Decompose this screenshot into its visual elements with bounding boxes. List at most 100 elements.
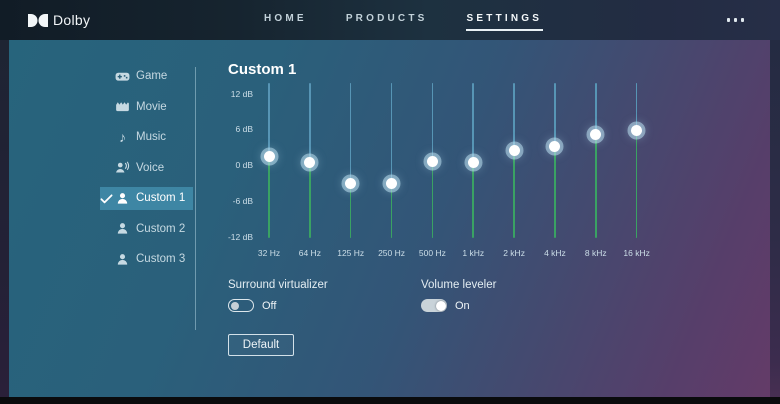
eq-slider-knob-2-khz[interactable] (508, 145, 520, 157)
nav-item-label: SETTINGS (465, 9, 544, 31)
track-lower-segment (268, 156, 270, 238)
sidebar-item-label: Custom 1 (136, 192, 186, 205)
eq-slider-track-32-hz[interactable] (268, 83, 270, 238)
movie-icon (115, 99, 130, 114)
track-upper-segment (635, 83, 638, 131)
sidebar-item-label: Custom 2 (136, 222, 186, 235)
volume-leveler-toggle[interactable] (421, 299, 447, 312)
freq-label: 16 kHz (623, 248, 650, 258)
track-upper-segment (349, 83, 352, 184)
freq-label: 250 Hz (378, 248, 406, 258)
eq-slider-knob-32-hz[interactable] (263, 151, 275, 163)
sidebar-item-voice[interactable]: Voice (82, 153, 193, 184)
sidebar-item-game[interactable]: Game (82, 61, 193, 92)
page-title: Custom 1 (228, 61, 297, 78)
track-upper-segment (472, 83, 475, 163)
volume-leveler-state: On (455, 300, 470, 312)
eq-slider-track-64-hz[interactable] (309, 83, 311, 238)
sidebar-item-custom-2[interactable]: Custom 2 (82, 214, 193, 245)
sidebar-item-custom-3[interactable]: Custom 3 (82, 244, 193, 275)
eq-slider-knob-125-hz[interactable] (345, 178, 357, 190)
nav-item-label: PRODUCTS (345, 13, 428, 24)
right-edge-strip (770, 40, 780, 397)
default-button[interactable]: Default (228, 334, 294, 356)
eq-slider-knob-4-khz[interactable] (549, 140, 561, 152)
eq-slider-track-2-khz[interactable] (513, 83, 515, 238)
eq-slider-track-250-hz[interactable] (390, 83, 393, 238)
eq-slider-knob-8-khz[interactable] (590, 128, 602, 140)
eq-slider-track-16-khz[interactable] (635, 83, 638, 238)
volume-leveler-label: Volume leveler (421, 279, 497, 291)
sidebar-item-custom-1[interactable]: Custom 1 (82, 183, 193, 214)
db-axis-tick: -12 dB (227, 231, 253, 242)
db-axis-tick: 12 dB (230, 88, 253, 99)
track-lower-segment (554, 146, 556, 238)
person-icon (115, 191, 130, 206)
sidebar-item-music[interactable]: ♪ Music (82, 122, 193, 153)
track-lower-segment (635, 130, 638, 238)
toggle-knob (435, 300, 446, 311)
check-icon (100, 194, 113, 204)
person-icon (115, 221, 130, 236)
track-lower-segment (513, 150, 515, 238)
track-upper-segment (268, 83, 270, 157)
sidebar-item-label: Music (136, 131, 167, 144)
eq-slider-knob-1-khz[interactable] (467, 157, 479, 169)
eq-slider-track-8-khz[interactable] (595, 83, 597, 238)
freq-label: 32 Hz (257, 248, 281, 258)
music-note-icon: ♪ (119, 128, 126, 145)
track-upper-segment (513, 83, 515, 151)
freq-label: 2 kHz (503, 248, 525, 258)
eq-slider-track-500-hz[interactable] (431, 83, 434, 238)
freq-label: 1 kHz (462, 248, 485, 258)
track-upper-segment (390, 83, 393, 184)
eq-slider-track-1-khz[interactable] (472, 83, 475, 238)
bottom-letterbox (0, 397, 780, 404)
dolby-double-d-icon (28, 13, 48, 27)
ellipsis-menu-button[interactable] (725, 16, 747, 24)
track-lower-segment (390, 183, 393, 238)
eq-slider-knob-64-hz[interactable] (304, 157, 316, 169)
freq-label: 8 kHz (584, 248, 607, 258)
track-upper-segment (595, 83, 597, 135)
eq-slider-track-125-hz[interactable] (349, 83, 352, 238)
brand-name: Dolby (53, 12, 91, 28)
nav-item-home[interactable]: HOME (263, 0, 308, 40)
eq-slider-knob-500-hz[interactable] (426, 155, 438, 167)
nav-item-settings[interactable]: SETTINGS (465, 0, 544, 40)
sidebar-divider (195, 67, 196, 330)
freq-label: 125 Hz (337, 248, 365, 258)
eq-slider-knob-16-khz[interactable] (631, 125, 643, 137)
freq-label: 64 Hz (298, 248, 321, 258)
db-axis-tick: -6 dB (232, 195, 253, 206)
left-edge-strip (0, 40, 9, 397)
track-upper-segment (431, 83, 434, 162)
db-axis-tick: 6 dB (235, 124, 254, 135)
sidebar-item-movie[interactable]: Movie (82, 92, 193, 123)
main-nav: HOME PRODUCTS SETTINGS (263, 0, 544, 40)
track-lower-segment (472, 162, 475, 238)
track-lower-segment (431, 161, 434, 238)
track-lower-segment (309, 162, 311, 238)
eq-slider-track-4-khz[interactable] (554, 83, 556, 238)
track-lower-segment (349, 183, 352, 238)
voice-icon (115, 160, 130, 175)
freq-label: 500 Hz (418, 248, 446, 258)
nav-item-products[interactable]: PRODUCTS (345, 0, 429, 40)
eq-slider-knob-250-hz[interactable] (386, 178, 398, 190)
track-upper-segment (309, 83, 311, 163)
sidebar-item-label: Game (136, 70, 168, 83)
sidebar-item-label: Voice (136, 161, 165, 174)
gamepad-icon (115, 69, 130, 84)
toggle-knob (231, 301, 239, 310)
dolby-logo: Dolby (28, 0, 90, 40)
sidebar-item-label: Movie (136, 100, 167, 113)
nav-item-label: HOME (264, 13, 307, 24)
surround-virtualizer-toggle[interactable] (228, 299, 254, 312)
track-lower-segment (595, 134, 597, 238)
surround-virtualizer-label: Surround virtualizer (228, 279, 328, 291)
sidebar-item-label: Custom 3 (136, 253, 186, 266)
person-icon (115, 252, 130, 267)
content-background (0, 40, 780, 397)
